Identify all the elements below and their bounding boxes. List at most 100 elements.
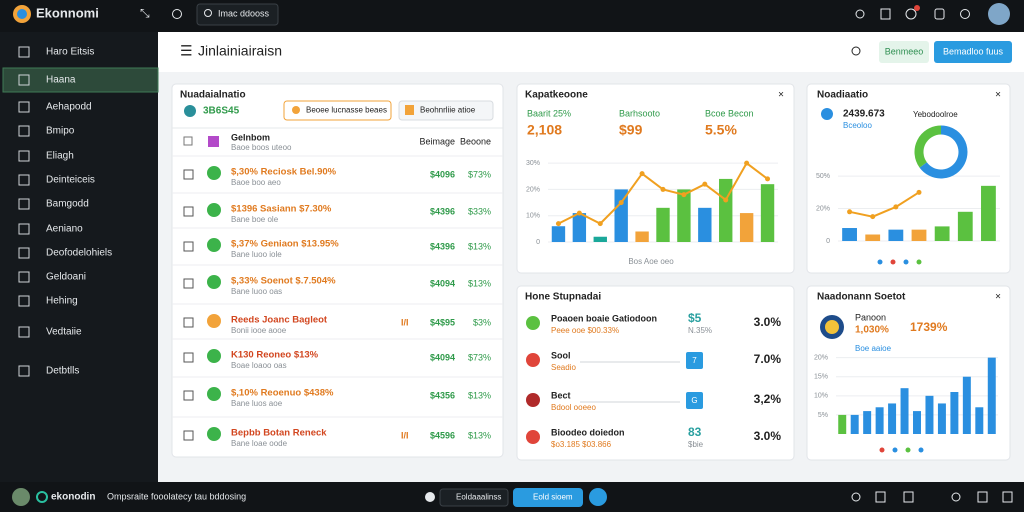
sub: Panoon	[855, 312, 886, 322]
bar	[900, 388, 909, 434]
legend-dot	[877, 259, 883, 265]
nav-item[interactable]: Aeniano	[46, 224, 83, 235]
icon[interactable]: ⤡	[140, 6, 150, 20]
list-mid-sub: $bie	[688, 440, 704, 449]
icon	[184, 105, 196, 117]
brand: Ekonnomi	[36, 5, 99, 20]
avatar[interactable]	[988, 3, 1010, 25]
list-title: Bioodeo doiedon	[551, 427, 625, 437]
nav-item[interactable]: Geldoani	[46, 272, 86, 283]
nav-item[interactable]: Vedtaiie	[46, 327, 82, 338]
close[interactable]: ×	[995, 90, 1001, 101]
nav-item[interactable]: Aehapodd	[46, 102, 92, 113]
nav-icon	[18, 150, 30, 162]
close[interactable]: ×	[995, 292, 1001, 303]
icon[interactable]	[425, 492, 435, 502]
nav-item[interactable]: Bmipo	[46, 126, 75, 137]
row-name: $,30% Reciosk Bel.90%	[231, 167, 337, 178]
column-header: Gelnbom	[231, 132, 270, 142]
list-icon	[526, 353, 540, 367]
y-tick-label: 5%	[818, 412, 828, 419]
nav-item[interactable]: Eliagh	[46, 151, 74, 162]
button-label[interactable]: Eoldaaalinss	[456, 493, 501, 502]
nav-icon	[18, 125, 30, 137]
list-badge	[686, 352, 703, 369]
checkbox[interactable]	[183, 241, 194, 252]
note: Boe aaioe	[855, 344, 892, 353]
row-sub: Bane boe ole	[231, 215, 279, 224]
bar	[719, 178, 733, 242]
line-point	[765, 176, 771, 182]
y-tick-label: 0	[536, 239, 540, 246]
stat-value: $99	[619, 122, 643, 138]
nav-item[interactable]: Detbtlls	[46, 366, 79, 377]
value: 1,030%	[855, 325, 889, 336]
value: 2439.673	[843, 109, 885, 120]
bar	[635, 231, 649, 242]
button-label[interactable]: Beoee lucnasse beaes	[306, 106, 387, 115]
label: Yebodoolroe	[913, 110, 958, 119]
icon[interactable]	[172, 9, 182, 19]
checkbox[interactable]	[183, 352, 194, 363]
nav-item[interactable]: Haro Eitsis	[46, 47, 94, 58]
button-label[interactable]: Bemadloo fuus	[943, 46, 1004, 56]
bar	[677, 189, 691, 242]
checkbox[interactable]	[183, 278, 194, 289]
stat-label: Bcoe Becon	[705, 108, 754, 118]
y-tick-label: 0	[826, 238, 830, 245]
close[interactable]: ×	[778, 90, 784, 101]
sub: Bceoloo	[843, 121, 872, 130]
code: 3B6S45	[203, 106, 240, 117]
nav-item[interactable]: Haana	[46, 75, 76, 86]
footer-icons[interactable]	[851, 491, 1013, 503]
search-icon	[204, 9, 212, 17]
footer	[0, 482, 1024, 512]
card-title: Naadonann Soetot	[817, 292, 906, 303]
checkbox[interactable]	[183, 430, 194, 441]
search-box[interactable]	[196, 3, 279, 26]
button-label[interactable]: Beohnrliie atioe	[420, 106, 476, 115]
legend-dot	[892, 447, 898, 453]
nav-icon	[18, 326, 30, 338]
bar	[962, 376, 971, 434]
stat-label: Barhsooto	[619, 108, 660, 118]
top-icons[interactable]	[855, 8, 970, 20]
nav-icon	[18, 101, 30, 113]
button[interactable]	[398, 100, 494, 121]
button[interactable]	[879, 41, 929, 63]
nav-item[interactable]: Hehing	[46, 296, 78, 307]
button[interactable]	[513, 488, 583, 507]
button-label[interactable]: Eold sioem	[533, 493, 573, 502]
checkbox[interactable]	[183, 317, 194, 328]
checkbox[interactable]	[183, 136, 193, 146]
button[interactable]	[283, 100, 392, 121]
list-sub: Peee ooe $00.33%	[551, 326, 619, 335]
menu-icon[interactable]: ☰	[180, 43, 193, 59]
avatar[interactable]	[12, 488, 30, 506]
line-point	[597, 221, 603, 227]
bar	[975, 407, 984, 434]
button-label[interactable]: Benmeeo	[885, 46, 924, 56]
button[interactable]	[934, 41, 1012, 63]
nav-item[interactable]: Deofodelohiels	[46, 248, 112, 259]
y-tick-label: 50%	[816, 173, 830, 180]
topbar	[0, 0, 1024, 32]
nav-icon	[18, 271, 30, 283]
button[interactable]	[439, 488, 509, 507]
row-sub: Boae loaoo oas	[231, 361, 287, 370]
list-mid: 83	[688, 425, 702, 439]
icon	[821, 108, 833, 120]
search-placeholder[interactable]: Imac ddooss	[218, 8, 270, 18]
nav-item[interactable]: Bamgodd	[46, 199, 89, 210]
legend: Bos Aoe oeo	[628, 257, 674, 266]
bar	[850, 414, 859, 434]
search-icon[interactable]	[851, 46, 861, 56]
sidebar	[0, 32, 158, 482]
list-card	[516, 285, 795, 461]
bar	[838, 414, 847, 434]
button[interactable]	[589, 488, 607, 506]
checkbox[interactable]	[183, 390, 194, 401]
nav-item[interactable]: Deinteiceis	[46, 175, 95, 186]
checkbox[interactable]	[183, 206, 194, 217]
checkbox[interactable]	[183, 169, 194, 180]
